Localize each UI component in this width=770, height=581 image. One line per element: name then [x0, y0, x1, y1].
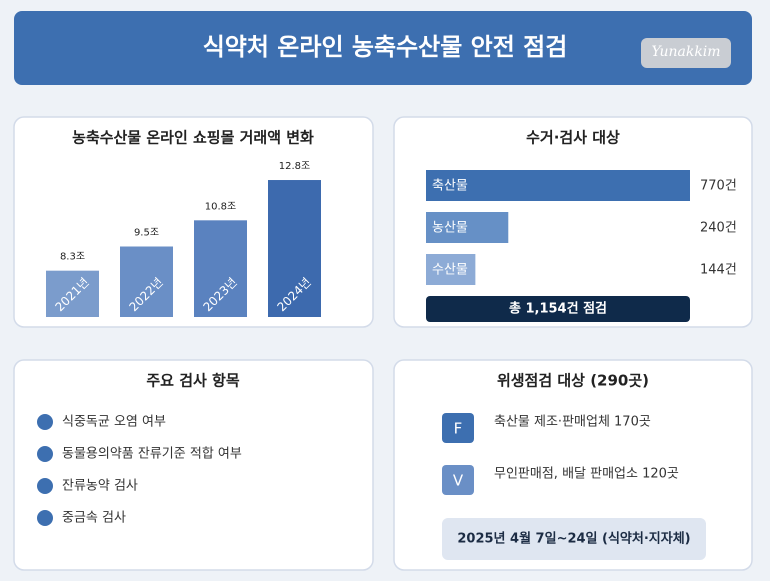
value-label: 8.3조	[60, 252, 85, 263]
bullet	[37, 446, 53, 462]
value-label: 144건	[700, 263, 737, 278]
category-label: 축산물	[432, 179, 468, 194]
header-title: 식약처 온라인 농축수산물 안전 점검	[203, 33, 568, 61]
inspection-item: 식중독균 오염 여부	[62, 415, 166, 430]
value-label: 9.5조	[134, 228, 159, 239]
inspection-item: 동물용의약품 잔류기준 적합 여부	[62, 447, 242, 462]
bullet	[37, 510, 53, 526]
total: 총 1,154건 점검	[509, 301, 607, 317]
bar	[426, 170, 690, 201]
total-box	[426, 296, 690, 322]
panel-title: 수거·검사 대상	[526, 129, 620, 147]
inspection-item: 잔류농약 검사	[62, 479, 138, 494]
bar	[268, 180, 321, 317]
value-label: 240건	[700, 221, 737, 236]
value-label: 770건	[700, 179, 737, 194]
bar	[120, 246, 173, 317]
bar	[426, 254, 476, 285]
category-label: 수산물	[432, 263, 468, 278]
bar	[194, 220, 247, 317]
bar	[46, 270, 99, 317]
category-label: 농산물	[432, 221, 468, 236]
bullet	[37, 414, 53, 430]
icon: V	[453, 472, 464, 490]
hygiene-item: 무인판매점, 배달 판매업소 120곳	[494, 467, 679, 482]
panel-title: 위생점검 대상 (290곳)	[497, 372, 649, 390]
logo-box	[641, 38, 731, 68]
period-box	[442, 518, 706, 560]
value-label: 10.8조	[205, 201, 236, 212]
icon: F	[454, 420, 463, 438]
period: 2025년 4월 7일~24일 (식약처·지자체)	[457, 531, 690, 547]
icon-box	[442, 465, 474, 495]
logo: Yunakkim	[651, 44, 720, 60]
inspection-item: 중금속 검사	[62, 511, 126, 526]
panel	[393, 359, 753, 571]
bar	[426, 212, 509, 243]
icon-box	[442, 413, 474, 443]
panel	[13, 359, 374, 571]
panel	[393, 116, 753, 328]
hygiene-item: 축산물 제조·판매업체 170곳	[494, 415, 651, 430]
header-bar	[14, 11, 752, 85]
bullet	[37, 478, 53, 494]
panel-title: 주요 검사 항목	[146, 372, 239, 390]
value-label: 12.8조	[279, 161, 310, 172]
panel-title: 농축수산물 온라인 쇼핑몰 거래액 변화	[72, 129, 314, 147]
